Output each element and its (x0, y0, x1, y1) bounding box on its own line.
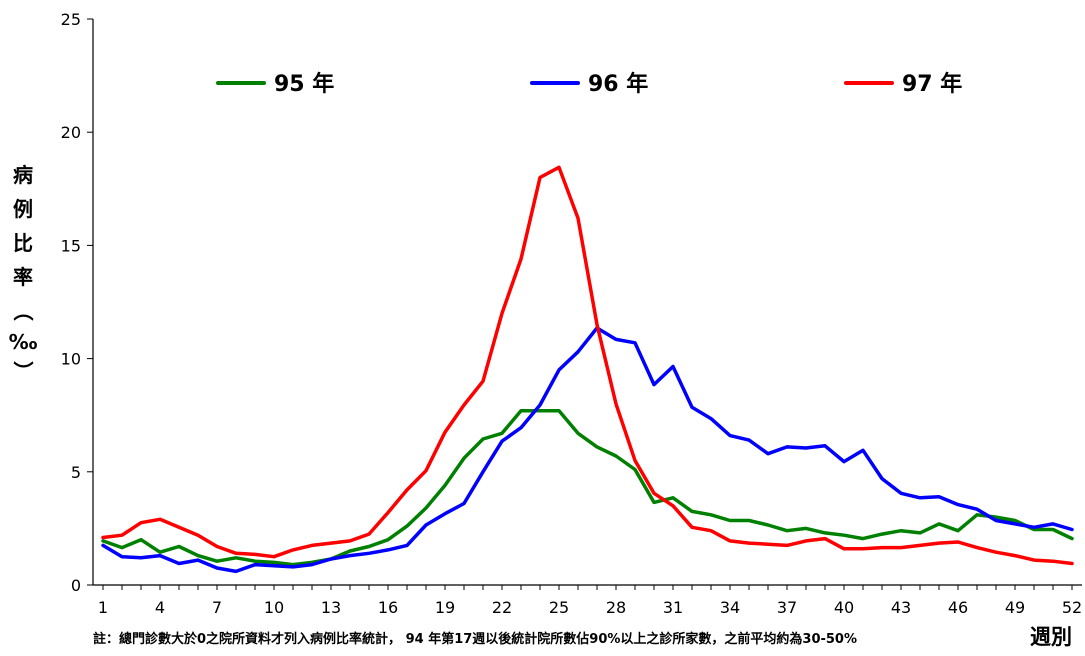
y-axis-label-char: ‰ (9, 330, 38, 354)
y-axis-label-char: 比 (13, 231, 33, 255)
y-axis-label: 病例比率 （ ‰ ） (9, 163, 38, 381)
y-tick-label: 15 (61, 236, 81, 255)
x-tick-label: 7 (212, 598, 222, 617)
x-tick-label: 13 (321, 598, 341, 617)
axes: 0 5 10 15 20 25 1 4 7 10 13 16 19 22 25 28 31 34 37 40 43 46 4… (61, 10, 1083, 617)
x-axis-label: 週別 (1030, 625, 1072, 649)
y-axis-label-char: ） (11, 361, 35, 381)
legend-label-2: 97 年 (902, 71, 962, 97)
x-tick-label: 34 (720, 598, 740, 617)
y-axis-label-char: 率 (13, 265, 33, 289)
x-tick-label: 25 (549, 598, 569, 617)
x-tick-label: 4 (155, 598, 165, 617)
x-tick-label: 40 (834, 598, 854, 617)
series-lines (101, 165, 1074, 574)
y-tick-label: 0 (71, 576, 81, 595)
x-tick-label: 43 (891, 598, 911, 617)
y-tick-label: 10 (61, 350, 81, 369)
legend-label-0: 95 年 (274, 71, 334, 97)
legend: 95 年 96 年 97 年 (216, 71, 962, 97)
series-line-0 (101, 408, 1074, 567)
x-tick-label: 16 (378, 598, 398, 617)
series-line-1 (101, 326, 1074, 574)
x-tick-label: 28 (606, 598, 626, 617)
x-tick-label: 52 (1062, 598, 1082, 617)
y-tick-label: 5 (71, 463, 81, 482)
y-axis-label-char: 例 (13, 197, 33, 221)
x-tick-label: 1 (98, 598, 108, 617)
x-tick-label: 10 (264, 598, 284, 617)
y-tick-label: 25 (61, 10, 81, 29)
x-tick-label: 49 (1005, 598, 1025, 617)
x-tick-label: 22 (492, 598, 512, 617)
x-tick-label: 37 (777, 598, 797, 617)
x-tick-label: 46 (948, 598, 968, 617)
x-tick-label: 19 (435, 598, 455, 617)
series-line-2 (101, 165, 1074, 566)
y-tick-label: 20 (61, 123, 81, 142)
legend-label-1: 96 年 (588, 71, 648, 97)
y-axis-label-char: （ (11, 301, 35, 321)
y-axis-label-char: 病 (13, 163, 33, 187)
x-tick-label: 31 (663, 598, 683, 617)
footnote: 註：總門診數大於0之院所資料才列入病例比率統計， 94 年第17週以後統計院所數… (93, 631, 857, 647)
